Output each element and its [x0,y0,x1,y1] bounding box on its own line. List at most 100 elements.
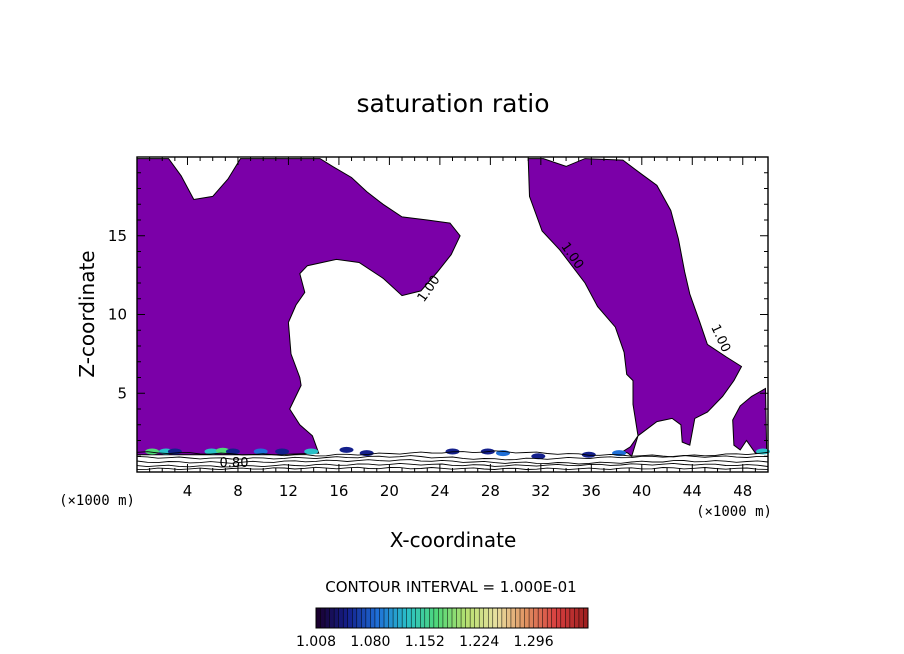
x-tick-label-28: 28 [481,482,500,500]
y-tick-label-15: 15 [108,227,127,245]
colorbar-stripe-21 [411,608,417,628]
colorbar-tick-1: 1.080 [350,634,390,650]
colorbar-stripe-42 [506,608,512,628]
colorbar-stripe-20 [406,608,412,628]
blob-14 [531,453,546,460]
colorbar-stripe-31 [456,608,462,628]
colorbar-stripe-45 [520,608,525,628]
contour-lines [136,450,769,471]
colorbar-stripe-37 [483,608,489,628]
colorbar-stripe-28 [442,608,448,628]
x-unit-label: (×1000 m) [59,493,135,509]
colorbar-stripe-18 [397,608,403,628]
colorbar-tick-4: 1.296 [514,634,554,650]
x-tick-labels: 4 8 12 16 20 24 28 32 36 40 44 48 [183,482,753,500]
contour-line-0 [136,450,769,458]
y-tick-labels: 5 10 15 [108,227,127,402]
colorbar-stripe-17 [393,608,398,628]
colorbar-stripe-26 [433,608,439,628]
blob-9 [339,446,354,453]
x-tick-label-32: 32 [531,482,550,500]
blob-8 [304,448,319,455]
contour-interval-label: CONTOUR INTERVAL = 1.000E-01 [325,578,576,596]
x-tick-label-12: 12 [279,482,298,500]
x-tick-label-44: 44 [683,482,702,500]
colorbar-stripe-33 [465,608,471,628]
x-tick-label-40: 40 [632,482,651,500]
colorbar-stripe-51 [547,608,553,628]
y-tick-label-10: 10 [108,306,127,324]
colorbar-stripe-8 [352,608,358,628]
colorbar-stripe-41 [501,608,507,628]
colorbar-stripe-10 [361,608,367,628]
colorbar-stripe-56 [569,608,575,628]
colorbar-stripe-2 [325,608,330,628]
colorbar-stripe-9 [356,608,362,628]
colorbar-stripe-7 [347,608,353,628]
colorbar-stripe-11 [365,608,371,628]
colorbar-stripe-16 [388,608,394,628]
colorbar-stripe-57 [574,608,580,628]
blob-3 [204,448,219,455]
contour-line-1 [136,455,769,461]
colorbar-stripe-1 [320,608,326,628]
colorbar-stripe-30 [452,608,457,628]
x-tick-label-36: 36 [582,482,601,500]
colorbar-stripe-48 [533,608,539,628]
colorbar-stripe-52 [551,608,557,628]
colorbar-stripe-13 [374,608,380,628]
x-tick-label-48: 48 [733,482,752,500]
x-tick-label-8: 8 [233,482,243,500]
colorbar-stripe-54 [560,608,566,628]
colorbar-stripe-47 [529,608,534,628]
colorbar-stripe-6 [343,608,349,628]
colorbar-stripe-40 [497,608,503,628]
x-tick-label-4: 4 [183,482,193,500]
axis-ticks [137,157,768,472]
colorbar-frame [315,607,589,629]
colorbar [315,607,589,629]
x-axis-label: X-coordinate [390,528,517,552]
region-right-edge-patch [732,387,768,454]
colorbar-stripe-27 [438,608,444,628]
colorbar-stripe-58 [578,608,584,628]
colorbar-tick-3: 1.224 [459,634,499,650]
colorbar-stripe-22 [415,608,421,628]
y-tick-label-5: 5 [117,384,127,402]
y-axis-label: Z-coordinate [75,250,99,377]
plot-area: 1.00 1.00 1.00 0.80 [136,156,770,473]
colorbar-stripe-55 [565,608,571,628]
colorbar-tick-0: 1.008 [296,634,336,650]
colorbar-stripe-3 [329,608,335,628]
colorbar-stripe-35 [474,608,480,628]
contour-label-4: 0.80 [220,456,249,471]
blob-5 [225,448,240,455]
colorbar-stripe-46 [524,608,530,628]
colorbar-stripe-5 [338,608,344,628]
colorbar-stripe-0 [316,608,321,628]
colorbar-stripe-24 [424,608,430,628]
chart-title: saturation ratio [356,89,549,118]
colorbar-stripe-15 [384,608,389,628]
colorbar-stripe-4 [334,608,339,628]
colorbar-stripe-38 [488,608,494,628]
colorbar-stripe-34 [470,608,475,628]
colorbar-stripe-29 [447,608,453,628]
colorbar-stripe-23 [420,608,426,628]
colorbar-stripe-39 [492,608,498,628]
colorbar-labels: 1.008 1.080 1.152 1.224 1.296 [296,634,554,650]
x-tick-label-24: 24 [430,482,449,500]
x-tick-label-16: 16 [329,482,348,500]
x-tick-label-20: 20 [380,482,399,500]
contour-line-3 [136,462,769,468]
colorbar-tick-2: 1.152 [405,634,445,650]
blob-15 [581,451,596,458]
contour-line-2 [136,459,769,465]
colorbar-stripe-53 [556,608,562,628]
region-left-plume [136,158,461,456]
colorbar-stripe-25 [429,608,435,628]
blob-7 [275,448,290,455]
colorbar-stripe-32 [461,608,466,628]
colorbar-stripe-12 [370,608,376,628]
